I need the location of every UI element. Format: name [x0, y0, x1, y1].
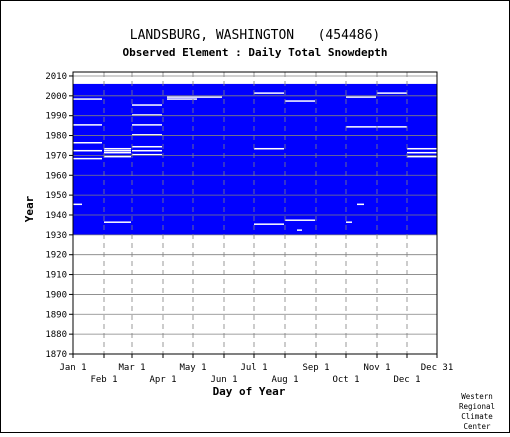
- credit-line-3: Climate: [461, 412, 493, 421]
- y-tick-label: 1950: [45, 191, 67, 201]
- y-tick-label: 1920: [45, 251, 67, 261]
- x-tick-label: May 1: [179, 363, 206, 373]
- missing-segment: [346, 126, 407, 128]
- data-layer: [73, 83, 437, 235]
- x-tick-label: Jun 1: [210, 375, 237, 385]
- missing-segment: [357, 203, 364, 206]
- chart-title: LANDSBURG, WASHINGTON (454486): [130, 28, 380, 43]
- x-axis-title: Day of Year: [213, 385, 286, 398]
- missing-segment: [346, 221, 352, 223]
- y-tick-label: 1940: [45, 211, 67, 221]
- missing-segment: [407, 147, 437, 150]
- missing-segment: [73, 142, 102, 144]
- missing-segment: [132, 145, 162, 148]
- missing-segment: [132, 124, 162, 126]
- y-tick-label: 1960: [45, 171, 67, 181]
- y-tick-layer: 1870 1880 1890 1900 1910 1920 1930 1940 1950 1960…: [45, 72, 73, 360]
- y-tick-label: 1900: [45, 290, 67, 300]
- missing-segment: [254, 223, 284, 225]
- y-tick-label: 1870: [45, 350, 67, 360]
- missing-segment: [285, 219, 315, 221]
- credit-line-1: Western: [461, 392, 493, 401]
- missing-segment: [73, 124, 102, 126]
- missing-segment: [132, 149, 162, 152]
- x-tick-label: Jan 1: [59, 363, 86, 373]
- missing-segment: [104, 221, 131, 223]
- grid-layer: [73, 72, 437, 355]
- chart-subtitle: Observed Element : Daily Total Snowdepth: [123, 46, 388, 59]
- missing-segment: [104, 147, 131, 150]
- credit-line-2: Regional: [459, 402, 495, 411]
- x-tick-label: Sep 1: [302, 363, 329, 373]
- missing-segment: [167, 96, 222, 98]
- x-tick-label: Mar 1: [118, 363, 145, 373]
- missing-segment: [377, 92, 407, 94]
- x-tick-label: Jul 1: [240, 363, 267, 373]
- missing-segment: [73, 157, 102, 160]
- missing-segment: [73, 149, 102, 152]
- y-tick-label: 1910: [45, 271, 67, 281]
- credit-line-4: Center: [463, 422, 491, 431]
- x-tick-label: Oct 1: [332, 375, 359, 385]
- missing-segment: [254, 147, 284, 150]
- missing-segment: [132, 153, 162, 156]
- x-tick-label: Nov 1: [363, 363, 390, 373]
- missing-segment: [132, 114, 162, 116]
- y-axis-title: Year: [23, 195, 36, 222]
- missing-segment: [346, 96, 376, 98]
- y-tick-label: 1990: [45, 112, 67, 122]
- credit-block: Western Regional Climate Center: [459, 392, 495, 431]
- x-tick-label: Apr 1: [149, 375, 176, 385]
- missing-segment: [104, 155, 131, 158]
- x-tick-layer: Jan 1 Mar 1 May 1 Jul 1 Sep 1 Nov 1 Dec 31 Feb …: [59, 354, 453, 385]
- x-tick-label: Dec 1: [393, 375, 420, 385]
- missing-segment: [407, 155, 437, 158]
- missing-segment: [73, 98, 102, 100]
- missing-segment: [132, 104, 162, 106]
- y-tick-label: 1930: [45, 231, 67, 241]
- y-tick-label: 2010: [45, 72, 67, 82]
- data-present-block: [73, 83, 437, 235]
- x-tick-label: Aug 1: [271, 375, 298, 385]
- plot-border: [72, 71, 438, 355]
- y-tick-label: 2000: [45, 92, 67, 102]
- missing-segment: [104, 149, 131, 152]
- missing-segment: [254, 92, 284, 94]
- x-tick-label: Dec 31: [421, 363, 454, 373]
- missing-segment: [73, 203, 82, 206]
- y-tick-label: 1890: [45, 310, 67, 320]
- y-tick-label: 1880: [45, 330, 67, 340]
- missing-segment: [285, 100, 315, 102]
- missing-segment: [167, 98, 197, 100]
- missing-segment: [132, 134, 162, 136]
- y-tick-label: 1970: [45, 151, 67, 161]
- missing-segment: [297, 229, 302, 231]
- missing-segment: [104, 151, 131, 154]
- missing-segment: [407, 151, 437, 154]
- x-tick-label: Feb 1: [90, 375, 117, 385]
- y-tick-label: 1980: [45, 132, 67, 142]
